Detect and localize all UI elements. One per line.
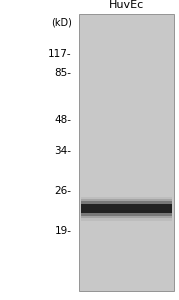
- FancyBboxPatch shape: [81, 201, 172, 204]
- FancyBboxPatch shape: [81, 199, 172, 204]
- FancyBboxPatch shape: [81, 213, 172, 216]
- Text: HuvEc: HuvEc: [109, 0, 144, 10]
- Text: 48-: 48-: [55, 115, 72, 125]
- Text: 19-: 19-: [55, 226, 72, 236]
- FancyBboxPatch shape: [79, 14, 174, 291]
- FancyBboxPatch shape: [81, 196, 172, 204]
- FancyBboxPatch shape: [81, 213, 172, 218]
- Text: (kD): (kD): [51, 17, 72, 28]
- FancyBboxPatch shape: [81, 213, 172, 220]
- FancyBboxPatch shape: [81, 204, 172, 213]
- Text: 85-: 85-: [55, 68, 72, 79]
- Text: 117-: 117-: [48, 49, 72, 59]
- Text: 26-: 26-: [55, 185, 72, 196]
- Text: 34-: 34-: [55, 146, 72, 157]
